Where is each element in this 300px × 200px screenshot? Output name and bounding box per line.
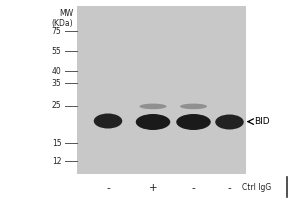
Ellipse shape: [176, 114, 211, 130]
Ellipse shape: [140, 104, 166, 109]
Text: -: -: [192, 183, 195, 193]
Text: 25: 25: [52, 102, 62, 110]
Text: 55: 55: [52, 46, 61, 55]
Ellipse shape: [215, 114, 244, 130]
Text: +: +: [149, 183, 157, 193]
Ellipse shape: [136, 114, 170, 130]
Ellipse shape: [94, 114, 122, 129]
Text: -: -: [106, 183, 110, 193]
Text: 75: 75: [52, 26, 61, 36]
Text: 12: 12: [52, 156, 62, 166]
Text: 15: 15: [52, 138, 62, 148]
Text: 40: 40: [52, 66, 61, 75]
Text: BID: BID: [254, 117, 270, 126]
Text: Ctrl IgG: Ctrl IgG: [242, 183, 271, 192]
FancyBboxPatch shape: [76, 6, 246, 174]
Ellipse shape: [180, 104, 207, 109]
Text: MW
(KDa): MW (KDa): [52, 9, 74, 28]
Text: 35: 35: [52, 78, 61, 88]
Text: -: -: [228, 183, 231, 193]
